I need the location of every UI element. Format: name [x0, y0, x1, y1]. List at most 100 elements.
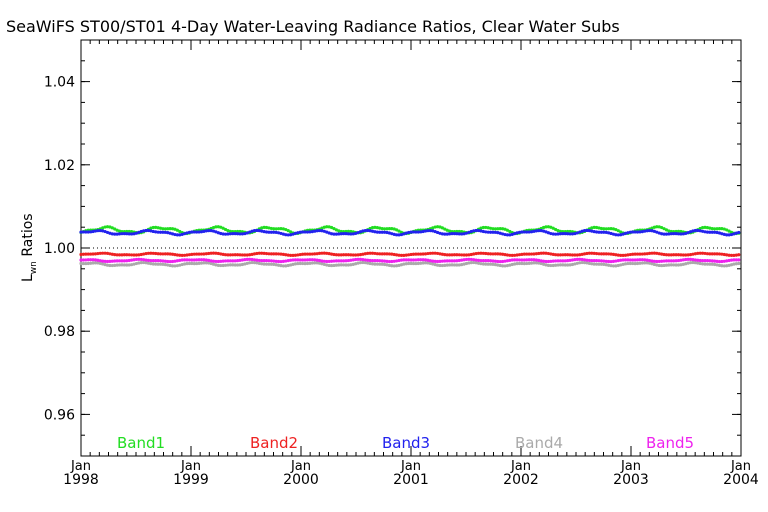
data-point-band1: [701, 226, 705, 230]
data-point-band2: [440, 252, 444, 256]
x-tick-month: Jan: [510, 459, 531, 474]
data-point-band3: [368, 229, 372, 233]
data-point-band2: [684, 253, 688, 257]
data-point-band4: [544, 263, 548, 267]
data-point-band4: [144, 261, 148, 265]
data-point-band1: [484, 225, 488, 230]
data-point-band1: [669, 229, 673, 234]
data-point-band5: [655, 259, 659, 264]
data-point-band5: [175, 259, 179, 263]
data-point-band2: [679, 253, 683, 257]
data-point-band3: [496, 231, 500, 235]
data-point-band4: [633, 261, 637, 266]
data-point-band2: [286, 253, 290, 257]
data-point-band4: [546, 263, 551, 267]
data-point-band4: [151, 262, 155, 266]
data-point-band4: [525, 261, 529, 266]
data-point-band4: [679, 263, 683, 267]
data-point-band3: [464, 231, 469, 235]
data-point-band3: [262, 230, 266, 234]
data-point-band2: [115, 253, 119, 257]
data-point-band5: [129, 258, 134, 262]
data-point-band5: [691, 258, 695, 262]
data-point-band2: [416, 252, 420, 256]
data-point-band2: [284, 253, 288, 257]
data-point-band3: [669, 232, 673, 236]
data-point-band5: [676, 258, 681, 263]
data-point-band2: [488, 252, 493, 256]
data-point-band2: [103, 251, 107, 255]
data-point-band2: [134, 253, 139, 257]
data-point-band4: [409, 261, 413, 266]
data-point-band4: [411, 261, 416, 266]
data-point-band3: [226, 232, 230, 236]
data-point-band5: [525, 258, 529, 262]
data-point-band3: [614, 233, 618, 237]
data-point-band3: [452, 231, 457, 236]
data-point-band4: [505, 264, 510, 268]
data-point-band3: [390, 232, 394, 236]
data-point-band5: [378, 259, 382, 263]
data-point-band3: [421, 229, 425, 234]
data-point-band3: [580, 229, 584, 233]
data-point-band5: [448, 259, 452, 263]
data-point-band1: [614, 227, 618, 232]
data-point-band5: [281, 259, 285, 264]
data-point-band2: [573, 253, 577, 257]
data-point-band2: [594, 252, 599, 256]
data-point-band5: [342, 259, 346, 263]
data-point-band3: [89, 230, 93, 234]
data-point-band2: [158, 252, 163, 256]
data-point-band4: [187, 261, 192, 266]
data-point-band1: [611, 227, 616, 231]
data-point-band4: [561, 263, 565, 267]
data-point-band4: [652, 262, 657, 267]
data-point-band4: [626, 261, 630, 266]
data-point-band3: [245, 231, 249, 235]
data-point-band1: [491, 227, 495, 231]
data-point-band2: [86, 252, 90, 256]
data-point-band5: [260, 258, 264, 263]
data-point-band1: [168, 227, 172, 231]
data-point-band1: [725, 228, 729, 232]
data-point-band2: [387, 252, 391, 256]
data-point-band3: [684, 231, 688, 235]
data-point-band2: [356, 253, 360, 257]
data-point-band2: [308, 252, 312, 256]
data-point-band3: [686, 231, 690, 235]
data-point-band2: [660, 252, 664, 256]
data-point-band5: [339, 259, 343, 263]
data-point-band2: [435, 251, 440, 256]
data-point-band2: [484, 251, 488, 256]
data-point-band2: [276, 252, 281, 256]
data-point-band4: [563, 263, 567, 267]
data-point-band4: [356, 261, 360, 265]
data-point-band5: [426, 258, 430, 262]
data-point-band3: [137, 230, 141, 234]
data-point-band3: [720, 232, 724, 236]
data-point-band3: [698, 229, 702, 233]
data-point-band4: [137, 261, 141, 265]
data-point-band1: [713, 227, 717, 231]
data-point-band5: [607, 259, 611, 264]
data-point-band5: [435, 259, 440, 264]
data-point-band5: [438, 259, 442, 263]
data-point-band3: [387, 231, 391, 235]
data-point-band5: [363, 258, 367, 262]
data-point-band4: [385, 263, 389, 267]
data-point-band4: [342, 263, 346, 267]
data-point-band4: [310, 261, 314, 265]
data-point-band1: [541, 225, 546, 230]
data-point-band1: [108, 225, 112, 229]
data-point-band4: [110, 263, 114, 268]
data-point-band3: [621, 232, 625, 236]
data-point-band1: [727, 229, 731, 233]
data-point-band2: [708, 252, 712, 256]
data-point-band3: [539, 229, 543, 233]
data-point-band1: [438, 225, 442, 229]
data-point-band4: [498, 263, 502, 268]
data-point-band3: [339, 232, 343, 236]
data-point-band1: [568, 229, 572, 234]
data-point-band2: [404, 253, 408, 257]
data-point-band1: [151, 225, 155, 230]
